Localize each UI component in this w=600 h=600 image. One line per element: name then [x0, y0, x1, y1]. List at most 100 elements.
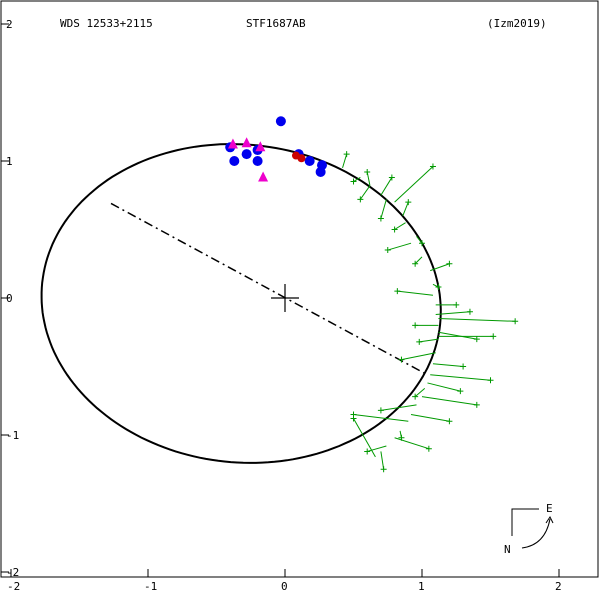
green-point — [460, 363, 467, 370]
y-tick-label: 2 — [6, 18, 13, 31]
green-point — [394, 288, 401, 295]
y-tick-label: -2 — [6, 566, 19, 579]
orbit-ellipse — [40, 143, 442, 464]
compass-north-label: N — [504, 543, 511, 556]
green-point — [429, 163, 436, 170]
green-point — [446, 418, 453, 425]
green-point — [364, 448, 371, 455]
axis-tick-labels: -2 -1 0 1 2 2 1 0 -1 -2 — [6, 18, 562, 593]
green-residual-line — [367, 445, 387, 452]
green-point — [350, 415, 357, 422]
blue-point — [241, 149, 252, 160]
magenta-point — [258, 171, 269, 182]
blue-observations — [225, 116, 327, 177]
compass-arrow — [521, 518, 551, 549]
green-residual-line — [430, 263, 450, 272]
header-left-label: WDS 12533+2115 — [60, 17, 153, 30]
line-of-nodes — [110, 202, 426, 375]
green-residual-line — [359, 185, 371, 200]
compass-arrowhead — [545, 516, 554, 524]
green-residual-line — [380, 404, 417, 411]
green-point — [412, 393, 419, 400]
primary-cross — [271, 284, 299, 312]
green-point — [412, 322, 419, 329]
green-residual-line — [380, 177, 393, 196]
blue-point — [252, 156, 263, 166]
green-residual-line — [435, 311, 470, 315]
green-point — [487, 377, 494, 384]
red-point — [297, 154, 306, 163]
compass-east-label: E — [546, 502, 553, 515]
green-residual-line — [394, 222, 406, 230]
green-point — [357, 196, 364, 203]
axis-ticks — [1, 23, 560, 577]
green-point — [416, 338, 423, 345]
green-point — [425, 445, 432, 452]
blue-point — [229, 156, 240, 166]
compass-axes — [511, 508, 539, 536]
green-point — [398, 356, 405, 363]
primary-star-marker — [271, 284, 299, 312]
green-point — [384, 247, 391, 254]
green-point — [412, 260, 419, 267]
green-point — [473, 401, 480, 408]
green-residual-line — [438, 318, 516, 322]
green-residual-line — [394, 437, 430, 450]
green-residual-line — [438, 331, 477, 340]
green-point — [350, 178, 357, 185]
green-residual-line — [414, 256, 423, 265]
blue-point — [275, 116, 286, 127]
green-residual-line — [402, 201, 409, 216]
green-residual-line — [427, 382, 461, 392]
x-tick-label: 1 — [418, 580, 425, 593]
green-residual-line — [430, 374, 491, 381]
green-residual-line — [342, 154, 348, 168]
green-observations — [342, 151, 519, 473]
green-point — [377, 407, 384, 414]
green-point — [388, 174, 395, 181]
red-observations — [291, 151, 306, 163]
x-tick-label: 2 — [555, 580, 562, 593]
magenta-observations — [227, 137, 269, 182]
green-point — [466, 308, 473, 315]
green-residual-line — [380, 199, 387, 219]
green-residual-line — [353, 177, 361, 182]
green-residual-line — [353, 418, 376, 458]
compass-rose: E N — [504, 502, 554, 556]
green-residual-line — [397, 290, 434, 296]
header-center-label: STF1687AB — [246, 17, 306, 30]
magenta-point — [227, 138, 238, 149]
green-residual-line — [414, 388, 426, 398]
magenta-point — [241, 137, 252, 148]
green-point — [435, 284, 442, 291]
y-tick-label: -1 — [6, 429, 19, 442]
green-residual-line — [387, 242, 412, 251]
magenta-point — [255, 141, 266, 152]
green-residual-line — [401, 352, 436, 361]
green-residual-line — [394, 166, 434, 203]
green-point — [419, 240, 425, 247]
green-point — [446, 260, 453, 267]
blue-point — [304, 156, 315, 166]
green-residual-line — [419, 338, 439, 343]
green-point — [490, 333, 497, 340]
green-point — [380, 466, 387, 473]
y-tick-label: 1 — [6, 155, 13, 168]
green-point — [343, 151, 350, 158]
green-residual-line — [410, 413, 450, 422]
y-tick-label: 0 — [6, 292, 13, 305]
x-tick-label: -2 — [7, 580, 20, 593]
green-residual-line — [432, 363, 464, 367]
green-point — [473, 336, 480, 343]
header-right-label: (Izm2019) — [487, 17, 547, 30]
green-point — [377, 215, 384, 222]
plot-frame — [0, 0, 599, 578]
green-point — [457, 388, 464, 395]
blue-point — [315, 166, 326, 177]
green-point — [364, 168, 371, 175]
x-tick-label: -1 — [144, 580, 157, 593]
green-point — [405, 199, 412, 206]
green-point — [512, 318, 519, 325]
green-residual-line — [353, 413, 409, 422]
